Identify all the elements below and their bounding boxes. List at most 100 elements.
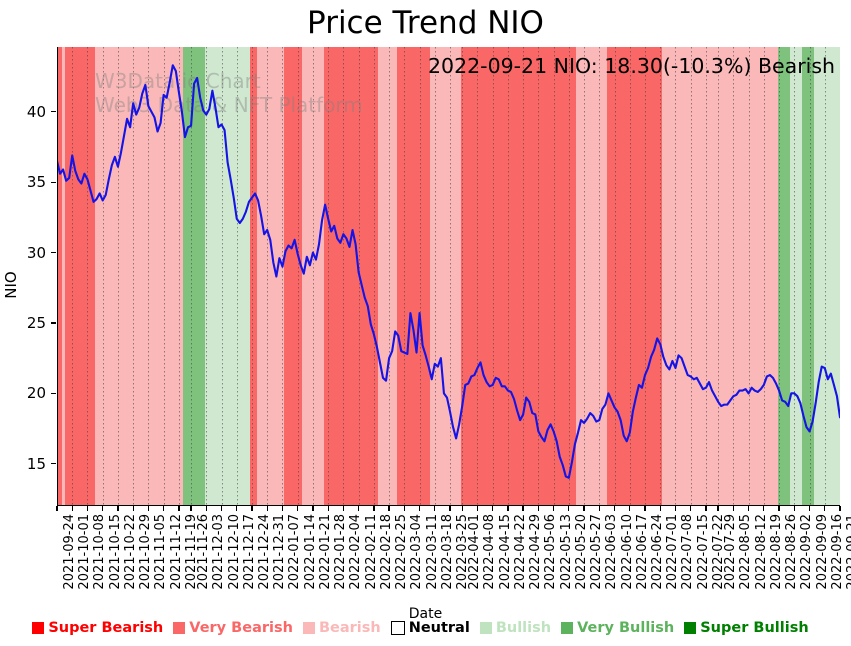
x-tick-label: 2022-06-10 [619, 514, 635, 590]
gridline-vertical [343, 47, 345, 506]
gridline-vertical [733, 47, 735, 506]
gridline-vertical [373, 47, 375, 506]
x-tick-mark [102, 506, 104, 511]
sentiment-band-very-bullish [801, 47, 815, 506]
x-tick-label: 2022-02-18 [378, 514, 394, 590]
y-tick-label: 35 [26, 173, 46, 192]
sentiment-band-very-bearish [323, 47, 379, 506]
x-tick-label: 2021-12-10 [226, 514, 242, 590]
x-tick-label: 2022-04-08 [482, 514, 498, 590]
x-tick-label: 2022-09-02 [799, 514, 815, 590]
x-tick-mark [220, 506, 223, 511]
x-tick-label: 2022-08-05 [738, 514, 754, 590]
gridline-vertical [163, 47, 165, 506]
legend-item-super-bearish[interactable]: Super Bearish [32, 620, 163, 636]
x-tick-mark [747, 506, 750, 511]
x-tick-label: 2021-12-24 [256, 514, 272, 590]
sentiment-band-bearish [95, 47, 184, 506]
x-tick-mark [732, 506, 734, 511]
gridline-vertical [492, 47, 494, 506]
x-tick-mark [147, 506, 150, 511]
legend-swatch-icon [302, 622, 315, 634]
legend-item-very-bullish[interactable]: Very Bullish [561, 620, 674, 636]
legend-item-super-bullish[interactable]: Super Bullish [684, 620, 809, 636]
y-tick-label: 25 [26, 313, 46, 332]
page-title: Price Trend NIO [307, 5, 544, 41]
x-tick-label: 2022-07-01 [665, 514, 681, 590]
gridline-vertical [763, 47, 765, 506]
sentiment-band-bearish [61, 47, 65, 506]
gridline-vertical [328, 47, 330, 506]
legend-swatch-icon [561, 622, 574, 634]
gridline-vertical [824, 47, 826, 506]
legend-item-very-bearish[interactable]: Very Bearish [173, 620, 293, 636]
gridline-vertical [72, 47, 74, 506]
x-tick-label: 2021-11-12 [168, 514, 184, 590]
legend-swatch-icon [390, 621, 405, 635]
x-tick-mark [342, 506, 345, 511]
sentiment-band-very-bullish [777, 47, 790, 506]
sentiment-band-very-bearish [606, 47, 662, 506]
x-tick-label: 2021-10-08 [92, 514, 108, 590]
y-tick-mark [51, 463, 56, 465]
gridline-layer [57, 47, 840, 506]
x-tick-mark [507, 506, 509, 511]
gridline-vertical [102, 47, 104, 506]
x-tick-label: 2022-07-15 [695, 514, 711, 590]
x-tick-label: 2022-09-21 [845, 514, 851, 590]
x-tick-mark [793, 506, 795, 511]
x-tick-mark [357, 506, 360, 511]
x-tick-mark [476, 506, 479, 511]
y-tick-mark [51, 111, 56, 113]
sentiment-band-bearish [256, 47, 284, 506]
gridline-vertical [404, 47, 406, 506]
legend-label: Super Bearish [48, 620, 164, 636]
gridline-vertical [568, 47, 570, 506]
x-tick-mark [690, 506, 692, 511]
x-tick-mark [461, 506, 463, 511]
price-line-svg [57, 64, 840, 479]
sentiment-band-bearish [661, 47, 778, 506]
gridline-vertical [133, 47, 135, 506]
x-tick-label: 2022-05-27 [589, 514, 605, 590]
gridline-vertical [221, 47, 223, 506]
x-tick-mark [717, 506, 719, 511]
gridline-vertical [599, 47, 601, 506]
legend-item-neutral[interactable]: Neutral [390, 620, 470, 636]
legend-label: Neutral [408, 620, 470, 636]
x-tick-mark [808, 506, 811, 511]
legend-swatch-icon [479, 622, 492, 634]
x-tick-mark [388, 506, 390, 511]
y-tick-mark [51, 251, 56, 254]
x-tick-mark [403, 506, 405, 511]
sentiment-band-bullish [789, 47, 802, 506]
x-tick-label: 2021-10-01 [77, 514, 93, 590]
x-tick-label: 2022-05-06 [543, 514, 559, 590]
x-tick-mark [644, 506, 646, 511]
x-tick-mark [297, 506, 299, 511]
sentiment-band-very-bearish [57, 47, 62, 506]
x-tick-mark [86, 506, 89, 511]
gridline-vertical [660, 47, 662, 506]
x-tick-label: 2022-02-04 [348, 514, 364, 590]
watermark: W3Data.io Chart Web3 Data & NFT Platform [57, 47, 840, 506]
gridline-vertical [389, 47, 391, 506]
y-tick-label: 15 [26, 454, 46, 473]
x-tick-mark [373, 506, 375, 511]
sentiment-band-bearish [378, 47, 397, 506]
x-tick-label: 2022-03-11 [424, 514, 440, 590]
legend-item-bearish[interactable]: Bearish [302, 620, 381, 636]
y-tick-label: 20 [26, 384, 46, 403]
gridline-vertical [690, 47, 692, 506]
gridline-vertical [434, 47, 436, 506]
sentiment-band-very-bearish [460, 47, 577, 506]
legend-swatch-icon [173, 622, 186, 634]
sentiment-band-very-bearish [396, 47, 431, 506]
legend-item-bullish[interactable]: Bullish [479, 620, 551, 636]
x-tick-label: 2022-01-07 [287, 514, 303, 590]
gridline-vertical [419, 47, 421, 506]
annotation-layer: 2022-09-21 NIO: 18.30(-10.3%) Bearish [57, 47, 840, 506]
x-tick-label: 2022-02-11 [363, 514, 379, 590]
x-tick-label: 2021-10-22 [122, 514, 138, 590]
